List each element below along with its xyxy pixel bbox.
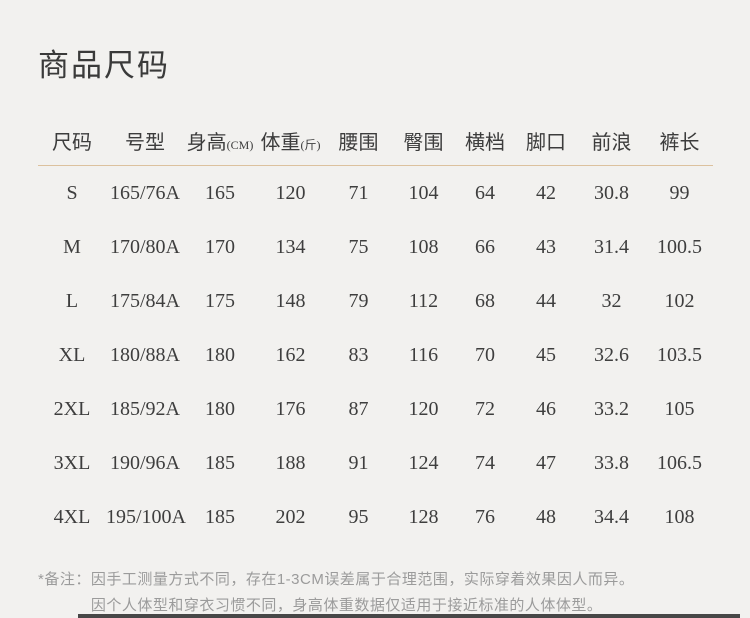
cell-leg-opening: 48 [536,505,556,528]
cell-height: 180 [205,343,235,366]
cell-weight: 120 [275,181,306,204]
cell-leg-opening: 45 [536,343,556,366]
cell-hip: 128 [408,505,439,528]
column-header-model: 号型 [125,131,165,154]
cell-weight: 162 [275,343,306,366]
cell-crotch: 64 [475,181,495,204]
bottom-section-divider [78,614,740,618]
size-table: 尺码 号型 身高(CM) 体重(斤) 腰围 臀围 横档 脚口 前浪 裤长 S 165/76A 165 1… [38,124,713,544]
cell-pants-length: 105 [664,397,695,420]
cell-hip: 116 [408,343,439,366]
remark-line-1: 因手工测量方式不同，存在1-3CM误差属于合理范围，实际穿着效果因人而异。 [90,571,635,588]
cell-size: 2XL [53,397,91,420]
cell-weight: 176 [275,397,306,420]
cell-front-rise: 31.4 [594,235,629,258]
column-header-weight: 体重(斤) [260,131,321,154]
cell-pants-length: 108 [664,505,695,528]
cell-waist: 71 [348,181,369,204]
cell-front-rise: 32.6 [594,343,629,366]
cell-size: 3XL [53,451,91,474]
column-header-pants-length: 裤长 [659,131,700,154]
cell-weight: 148 [275,289,306,312]
cell-front-rise: 33.2 [594,397,629,420]
cell-pants-length: 106.5 [657,451,702,474]
page-title: 商品尺码 [38,48,170,83]
cell-height: 170 [205,235,235,258]
table-row: L 175/84A 175 148 79 112 68 44 32 102 [38,274,713,328]
table-row: 4XL 195/100A 185 202 95 128 76 48 34.4 108 [38,490,713,544]
cell-waist: 87 [348,397,369,420]
cell-weight: 134 [275,235,306,258]
column-header-height: 身高(CM) [186,131,254,154]
cell-model: 190/96A [110,451,180,474]
header-divider [38,165,713,166]
cell-crotch: 70 [475,343,495,366]
cell-hip: 112 [408,289,439,312]
cell-front-rise: 30.8 [594,181,629,204]
table-body: S 165/76A 165 120 71 104 64 42 30.8 99 M 170/80A 170… [38,166,713,544]
cell-front-rise: 33.8 [594,451,629,474]
cell-height: 175 [205,289,235,312]
table-row: M 170/80A 170 134 75 108 66 43 31.4 100.5 [38,220,713,274]
cell-leg-opening: 47 [536,451,556,474]
table-header-row: 尺码 号型 身高(CM) 体重(斤) 腰围 臀围 横档 脚口 前浪 裤长 [38,124,713,156]
cell-weight: 188 [275,451,306,474]
table-row: XL 180/88A 180 162 83 116 70 45 32.6 103.5 [38,328,713,382]
column-header-waist: 腰围 [338,131,379,154]
column-header-leg-opening: 脚口 [526,131,566,154]
cell-model: 180/88A [110,343,180,366]
cell-weight: 202 [275,505,306,528]
remark-label: *备注： [38,571,91,588]
cell-leg-opening: 44 [536,289,556,312]
cell-size: XL [58,343,86,366]
cell-waist: 83 [348,343,369,366]
cell-size: M [63,235,81,258]
cell-pants-length: 103.5 [657,343,702,366]
cell-hip: 124 [408,451,439,474]
cell-model: 185/92A [110,397,180,420]
cell-crotch: 68 [475,289,495,312]
cell-model: 165/76A [110,181,180,204]
cell-size: L [65,289,79,312]
column-header-crotch: 横档 [465,131,505,154]
cell-height: 185 [205,505,235,528]
cell-crotch: 76 [475,505,495,528]
cell-front-rise: 32 [601,289,622,312]
cell-pants-length: 99 [669,181,690,204]
table-row: S 165/76A 165 120 71 104 64 42 30.8 99 [38,166,713,220]
cell-model: 195/100A [106,505,186,528]
remark-lines: 因手工测量方式不同，存在1-3CM误差属于合理范围，实际穿着效果因人而异。 因个… [91,567,635,618]
cell-model: 175/84A [110,289,180,312]
cell-waist: 75 [348,235,369,258]
remark-line-2: 因个人体型和穿衣习惯不同，身高体重数据仅适用于接近标准的人体体型。 [90,597,603,614]
cell-pants-length: 100.5 [657,235,702,258]
cell-size: 4XL [53,505,91,528]
cell-crotch: 66 [475,235,495,258]
cell-leg-opening: 43 [536,235,556,258]
cell-front-rise: 34.4 [594,505,629,528]
cell-crotch: 72 [475,397,495,420]
cell-pants-length: 102 [664,289,695,312]
cell-size: S [66,181,78,204]
column-header-size: 尺码 [52,131,92,154]
cell-height: 180 [205,397,235,420]
cell-hip: 104 [408,181,439,204]
cell-hip: 120 [408,397,439,420]
column-header-hip: 臀围 [403,131,444,154]
table-row: 3XL 190/96A 185 188 91 124 74 47 33.8 106.5 [38,436,713,490]
cell-leg-opening: 42 [536,181,556,204]
cell-model: 170/80A [110,235,180,258]
cell-height: 165 [205,181,235,204]
cell-waist: 79 [348,289,369,312]
cell-leg-opening: 46 [536,397,556,420]
cell-waist: 91 [348,451,369,474]
column-header-front-rise: 前浪 [591,131,632,154]
cell-height: 185 [205,451,235,474]
cell-crotch: 74 [475,451,495,474]
cell-hip: 108 [408,235,439,258]
remark-note: *备注： 因手工测量方式不同，存在1-3CM误差属于合理范围，实际穿着效果因人而… [38,567,713,618]
table-row: 2XL 185/92A 180 176 87 120 72 46 33.2 105 [38,382,713,436]
cell-waist: 95 [348,505,369,528]
